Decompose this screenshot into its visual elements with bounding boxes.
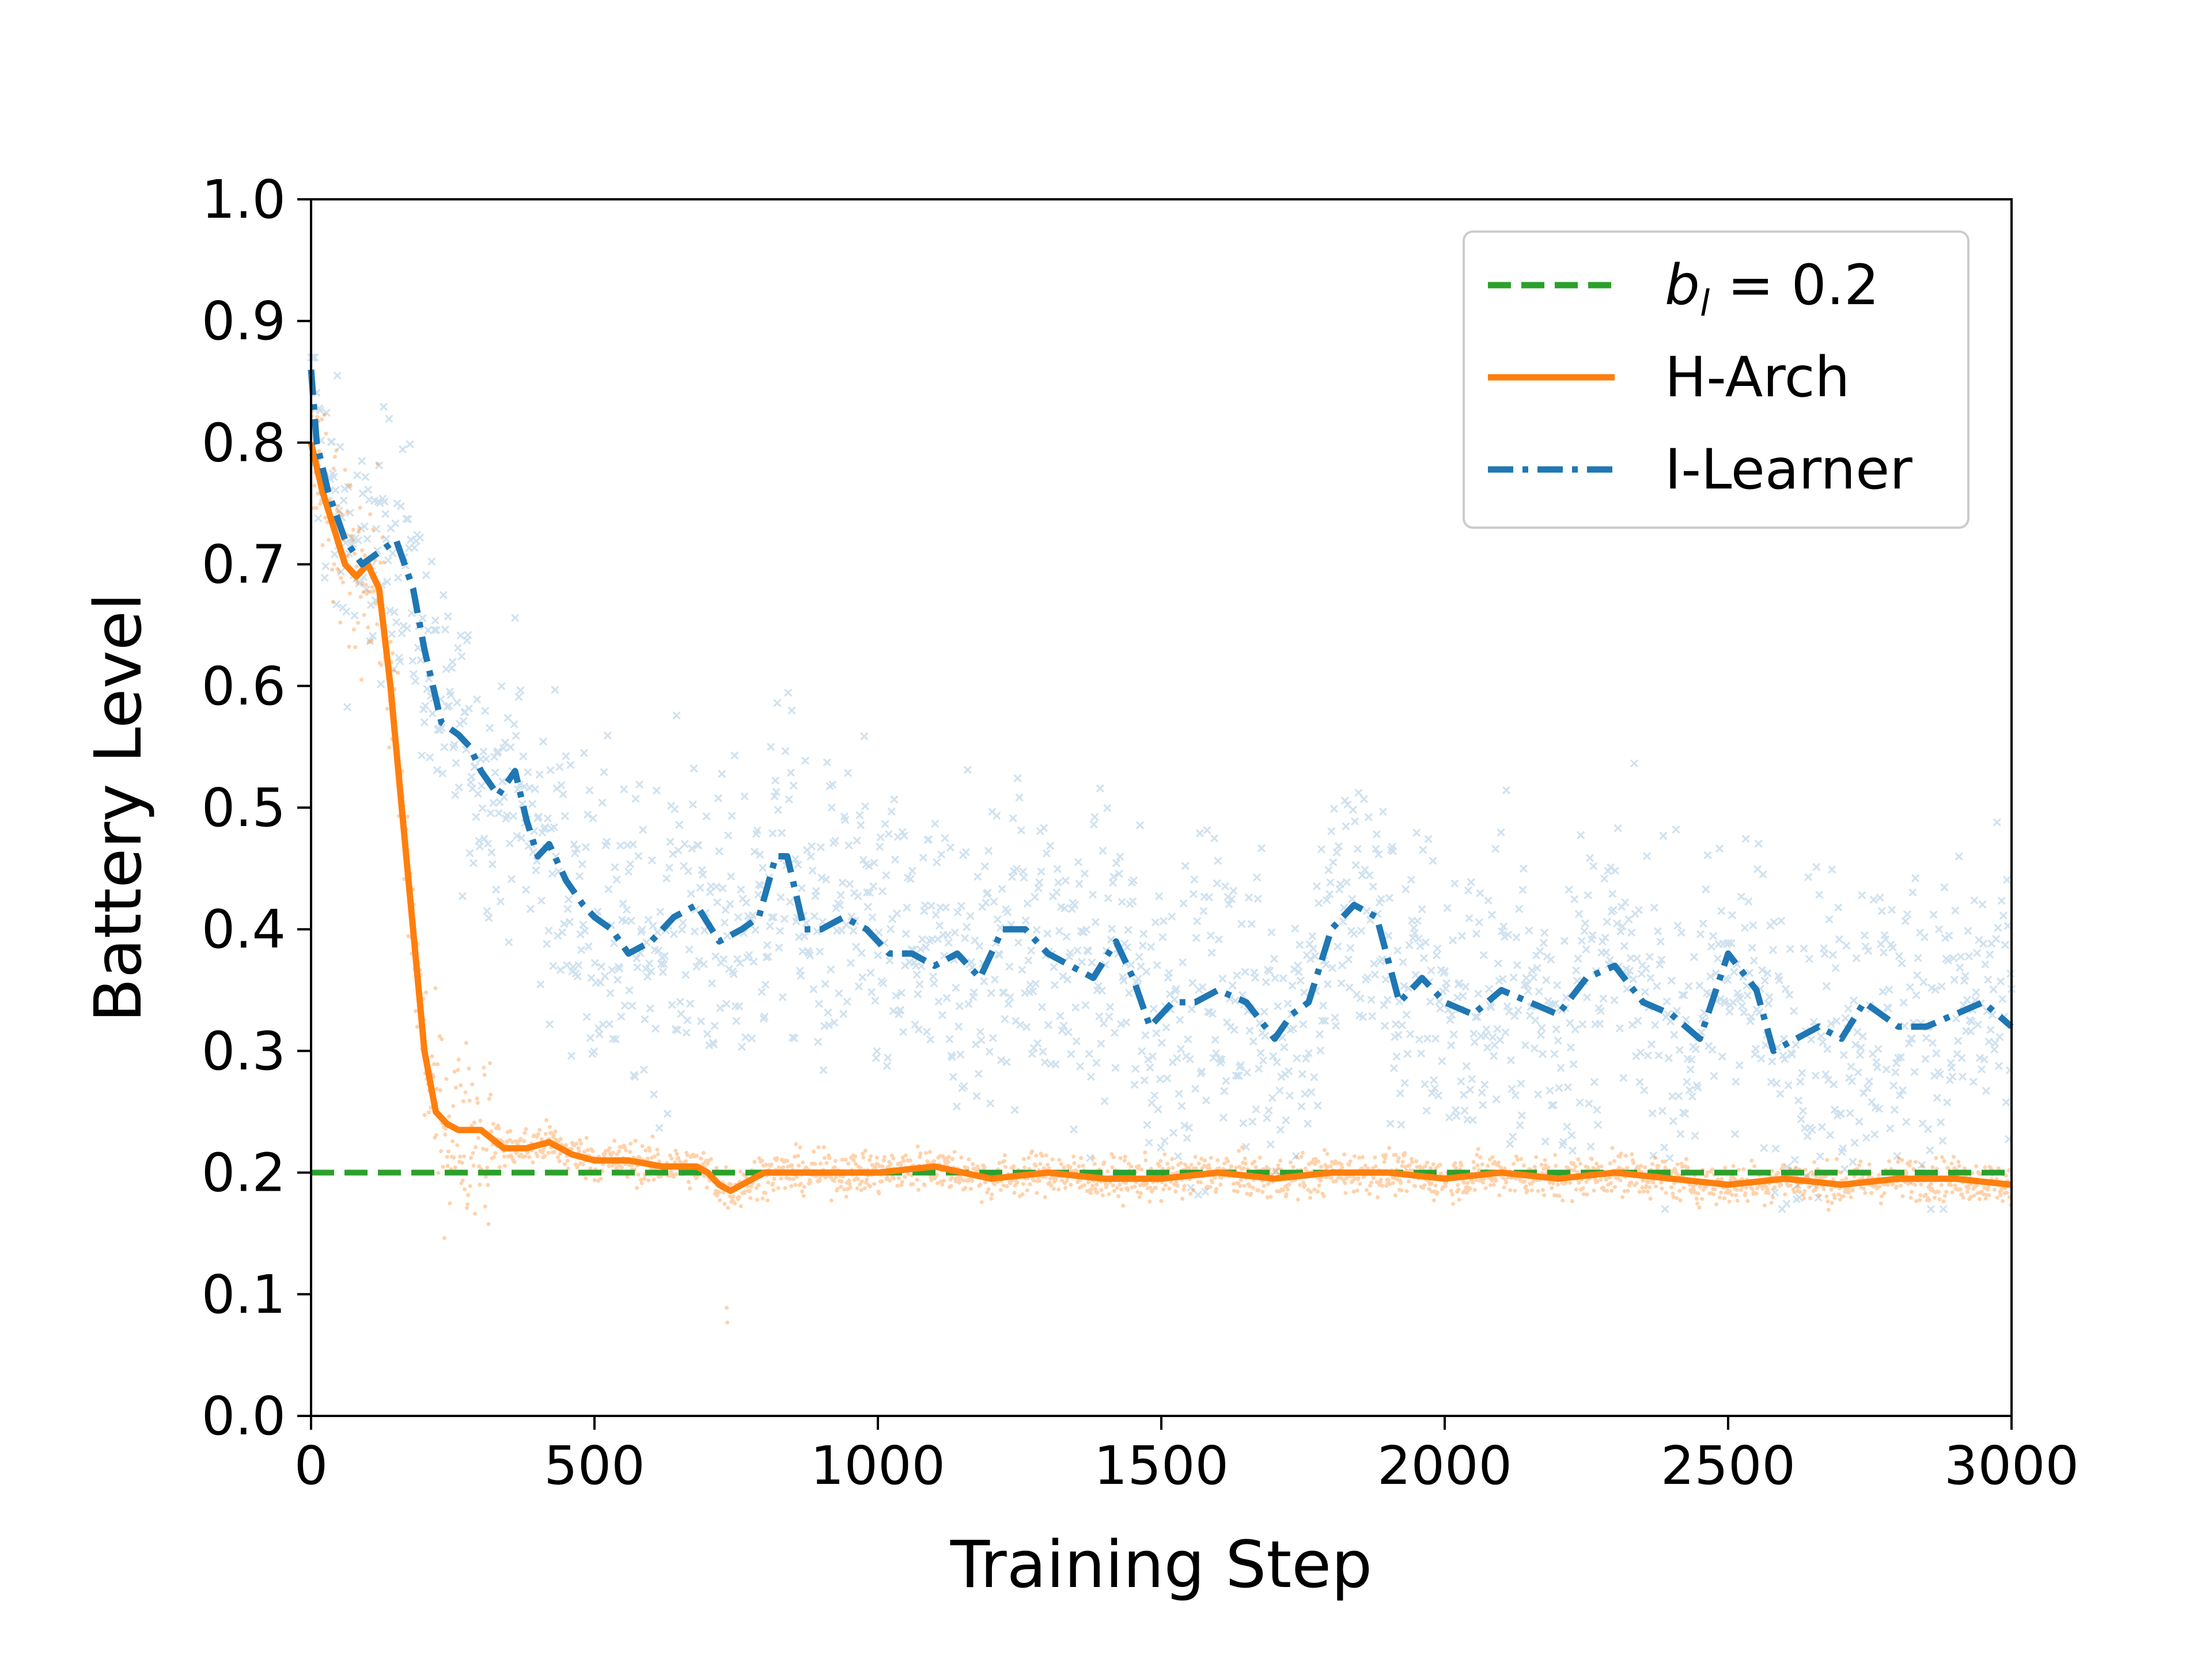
y-tick-label: 0.1 — [202, 1264, 286, 1325]
ilearner-line — [308, 369, 2014, 1054]
y-tick-label: 0.6 — [202, 656, 286, 717]
y-tick-label: 0.8 — [202, 412, 286, 474]
x-tick-label: 3000 — [1944, 1435, 2079, 1497]
x-tick-label: 2500 — [1661, 1435, 1796, 1497]
line-layer — [308, 369, 2014, 1194]
legend-baseline-subscript: l — [1700, 282, 1710, 324]
y-tick-label: 0.3 — [202, 1020, 286, 1082]
y-tick-label: 0.0 — [202, 1385, 286, 1447]
y-tick-label: 0.5 — [202, 777, 286, 839]
legend-box — [1463, 230, 1969, 529]
y-tick-label: 1.0 — [202, 169, 286, 230]
harch-line — [308, 442, 2012, 1194]
y-tick-label: 0.7 — [202, 534, 286, 596]
x-tick-label: 2000 — [1377, 1435, 1512, 1497]
legend: bl = 0.2 H-Arch I-Learner — [1463, 230, 1969, 529]
legend-ilearner-label: I-Learner — [1665, 437, 1912, 502]
y-tick-label: 0.9 — [202, 290, 286, 352]
legend-harch-label: H-Arch — [1665, 345, 1850, 410]
x-tick-label: 1500 — [1094, 1435, 1229, 1497]
x-tick-label: 1000 — [810, 1435, 945, 1497]
y-tick-label: 0.2 — [202, 1142, 286, 1204]
x-tick-label: 0 — [294, 1435, 328, 1497]
y-tick-label: 0.4 — [202, 899, 286, 960]
legend-baseline-label: bl = 0.2 — [1665, 253, 1879, 324]
y-axis-label: Battery Level — [81, 593, 156, 1022]
x-axis-label: Training Step — [950, 1528, 1373, 1603]
legend-baseline-value: = 0.2 — [1710, 253, 1879, 317]
legend-baseline-symbol: b — [1665, 253, 1700, 317]
x-tick-label: 500 — [544, 1435, 645, 1497]
tick-layer: 0 500 1000 1500 2000 2500 3000 0.0 0.1 0.2 0.3 0.4 0… — [202, 169, 2079, 1497]
